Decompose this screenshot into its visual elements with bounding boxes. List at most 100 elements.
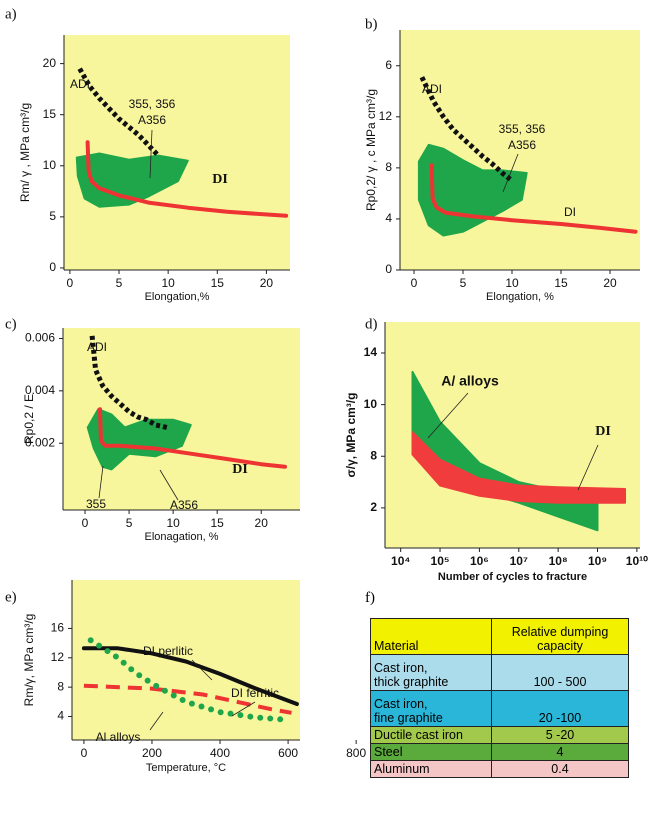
x-tick-label: 0 [67,276,74,290]
y-axis-label: Rp0,2 / E [22,394,36,444]
region [75,152,189,208]
x-tick-label: 200 [142,746,162,760]
table-cell: 4 [491,743,629,761]
y-tick-label: 14 [364,345,378,359]
table: Material Relative dumping capacity Cast ir… [370,618,629,778]
annotation: A356 [170,498,198,512]
table-cell: 0.4 [491,760,629,778]
x-tick-label: 800 [346,746,366,760]
panel-label: f) [365,590,375,606]
x-tick-label: 10⁹ [588,554,607,568]
annotation: DI [564,205,576,219]
leader-line [231,701,256,717]
panel-label: b) [365,16,378,32]
x-tick-label: 20 [255,516,269,530]
y-tick-label: 6 [385,58,392,72]
y-tick-label: 0.004 [25,383,55,397]
line [81,646,299,706]
y-tick-label: 12 [379,109,393,123]
leader-line [149,711,164,731]
x-axis-label: Temperature, °C [146,762,226,774]
x-tick-label: 600 [278,746,298,760]
annotation: DI [232,462,248,477]
plot-area [64,35,290,270]
x-tick-label: 5 [116,276,123,290]
table-cell: Relative dumping capacity [491,618,629,655]
x-axis-label: Elongation,% [145,291,210,303]
y-tick-label: 12 [51,650,65,664]
line [83,683,292,715]
x-tick-label: 5 [460,276,467,290]
x-tick-label: 20 [603,276,617,290]
annotation: 355 [86,497,106,511]
x-tick-label: 15 [211,276,225,290]
x-tick-label: 10 [161,276,175,290]
line [429,163,638,234]
annotation: 355, 356 [129,97,176,111]
x-tick-label: 10⁷ [510,554,528,568]
x-tick-label: 5 [126,516,133,530]
x-tick-label: 400 [210,746,230,760]
table-cell: 100 - 500 [491,654,629,691]
leader-line [502,153,519,193]
y-axis-label: σ/γ, MPa cm³/g [344,393,358,478]
y-tick-label: 0.006 [25,331,55,345]
x-tick-label: 0 [82,516,89,530]
x-axis-label: Elongation, % [486,291,554,303]
line [419,76,514,183]
annotation: ADI [422,82,442,96]
x-tick-label: 20 [260,276,274,290]
y-tick-label: 0 [385,262,392,276]
y-tick-label: 8 [370,448,377,462]
y-tick-label: 10 [43,158,57,172]
x-tick-label: 10 [166,516,180,530]
x-tick-label: 10⁵ [431,554,450,568]
y-tick-label: 10 [364,397,378,411]
y-axis-label: Rp0,2/ γ , c MPa cm³/g [364,89,378,211]
line [87,637,285,723]
panel-label: c) [5,316,17,332]
y-axis-label: Rm/γ, MPa cm³/g [22,614,36,707]
table-cell: Material [370,618,492,655]
annotation: A356 [138,113,166,127]
y-axis-label: Rm/ γ , MPa cm³/g [18,103,32,202]
x-axis-label: Elonagation, % [145,531,219,543]
y-tick-label: 0 [49,260,56,274]
table-cell: Steel [370,743,492,761]
table-cell: 20 -100 [491,690,629,727]
table-cell: Cast iron, fine graphite [370,690,492,727]
x-tick-label: 10¹⁰ [626,554,648,568]
x-tick-label: 10⁸ [549,554,568,568]
y-tick-label: 16 [51,621,65,635]
annotation: DI [595,424,611,439]
annotation: ADI [70,77,90,91]
line [77,67,161,158]
leader-line [577,444,599,491]
annotation: A/ alloys [441,373,499,389]
table-row: Steel 4 [370,743,629,761]
y-tick-label: 8 [385,160,392,174]
leader-line [427,392,469,439]
table-cell: Cast iron, thick graphite [370,654,492,691]
panel-label: e) [5,589,17,605]
y-tick-label: 4 [57,709,64,723]
table-row: Material Relative dumping capacity [370,618,629,655]
x-tick-label: 10 [505,276,519,290]
x-tick-label: 10⁶ [470,554,489,568]
leader-line [159,469,179,501]
region [86,408,192,471]
table-row: Aluminum 0.4 [370,760,629,778]
region [411,431,626,504]
annotation: A356 [508,138,536,152]
y-tick-label: 8 [57,679,64,693]
x-tick-label: 15 [554,276,568,290]
y-tick-label: 2 [370,500,377,514]
panel-label: d) [365,316,378,332]
x-tick-label: 15 [211,516,225,530]
table-row: Ductile cast iron 5 -20 [370,726,629,744]
line [89,335,168,430]
x-tick-label: 0 [411,276,418,290]
line [98,407,287,469]
